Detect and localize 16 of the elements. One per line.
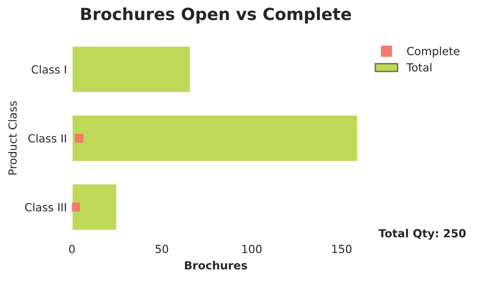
x-tick-label: 100 bbox=[242, 244, 262, 254]
bar bbox=[72, 45, 192, 94]
text: Total Qty: 250 bbox=[378, 228, 466, 240]
y-tick-label: Class I bbox=[32, 65, 66, 74]
x-axis-title: Brochures bbox=[184, 260, 248, 270]
bar bbox=[72, 182, 118, 232]
x-tick-label: 150 bbox=[332, 244, 352, 254]
chart-title: Brochures Open vs Complete bbox=[81, 7, 352, 24]
legend-label: Total bbox=[406, 62, 432, 72]
y-tick-label: Class II bbox=[28, 134, 66, 143]
y-axis-title: Product Class bbox=[8, 101, 17, 175]
x-tick-label: 50 bbox=[156, 244, 168, 254]
bar bbox=[72, 114, 358, 162]
legend-label: Complete bbox=[407, 46, 460, 58]
y-tick-label: Class III bbox=[25, 202, 66, 212]
x-tick-label: 0 bbox=[69, 244, 75, 254]
